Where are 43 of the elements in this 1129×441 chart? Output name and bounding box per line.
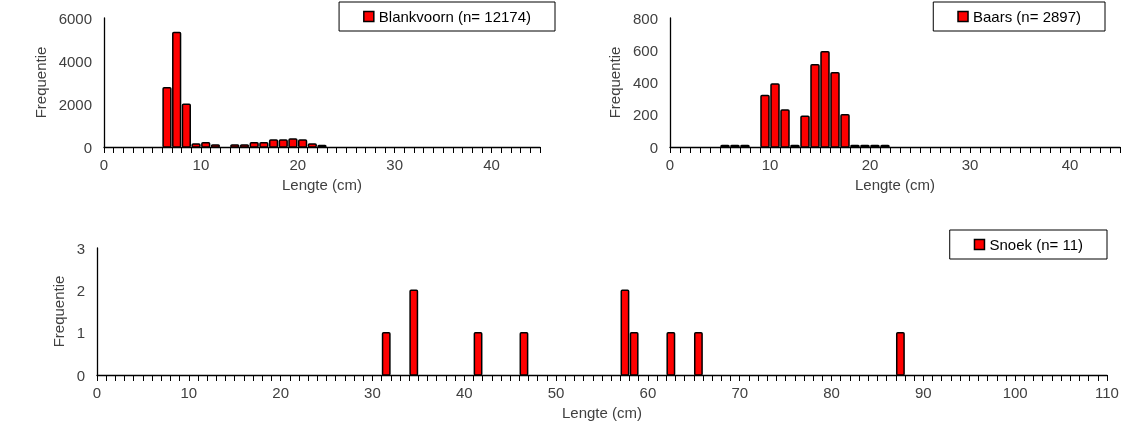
x-tick-label: 0	[665, 156, 675, 173]
x-tick-label: 30	[386, 156, 404, 173]
legend-label: Snoek (n= 11)	[989, 236, 1083, 253]
y-tick-label: 800	[632, 9, 658, 27]
y-tick-label: 6000	[58, 9, 92, 27]
y-axis-title: Frequentie	[606, 46, 624, 119]
y-tick-label: 0	[76, 366, 85, 384]
x-tick-label: 90	[915, 384, 932, 401]
x-tick-label: 10	[192, 156, 210, 173]
y-tick-label: 200	[632, 106, 658, 124]
y-tick-label: 0	[649, 138, 658, 156]
y-tick-label: 0	[83, 138, 92, 156]
x-tick-label: 40	[455, 384, 473, 401]
x-tick-label: 70	[731, 384, 749, 401]
x-tick-label: 10	[761, 156, 779, 173]
x-tick-label: 0	[99, 156, 109, 173]
y-tick-label: 3	[76, 239, 85, 257]
x-tick-label: 40	[483, 156, 500, 173]
x-tick-label: 30	[961, 156, 979, 173]
y-tick-label: 600	[632, 41, 658, 59]
x-tick-label: 20	[272, 384, 289, 401]
x-axis-title: Lengte (cm)	[854, 176, 936, 193]
x-tick-label: 100	[1002, 384, 1028, 401]
y-tick-label: 400	[632, 74, 658, 91]
x-tick-label: 60	[639, 384, 657, 401]
y-tick-label: 2000	[58, 95, 92, 113]
x-tick-label: 50	[547, 384, 565, 401]
legend-label: Blankvoorn (n= 12174)	[378, 8, 531, 25]
x-tick-label: 30	[364, 384, 381, 401]
x-tick-label: 10	[180, 384, 198, 401]
x-tick-label: 80	[823, 384, 840, 401]
x-axis-title: Lengte (cm)	[281, 176, 363, 193]
y-tick-label: 2	[76, 281, 85, 299]
y-tick-label: 1	[76, 324, 85, 342]
x-tick-label: 40	[1061, 156, 1079, 173]
x-tick-label: 20	[289, 156, 307, 173]
legend-label: Baars (n= 2897)	[973, 8, 1081, 25]
y-axis-title: Frequentie	[49, 275, 67, 348]
y-axis-title: Frequentie	[31, 46, 49, 119]
x-tick-label: 110	[1095, 384, 1119, 401]
y-tick-label: 4000	[58, 52, 92, 70]
x-axis-title: Lengte (cm)	[561, 404, 643, 421]
x-tick-label: 20	[861, 156, 879, 173]
